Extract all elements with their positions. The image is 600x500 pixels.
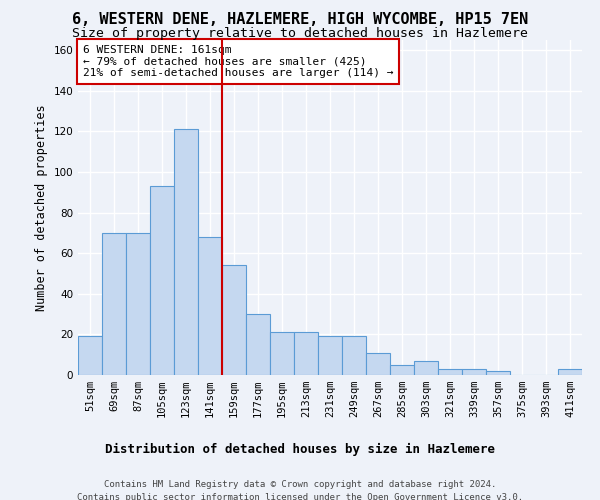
Bar: [174, 130, 198, 375]
Bar: [558, 369, 582, 375]
Bar: [342, 336, 366, 375]
Bar: [414, 361, 438, 375]
Text: Size of property relative to detached houses in Hazlemere: Size of property relative to detached ho…: [72, 28, 528, 40]
Text: Contains HM Land Registry data © Crown copyright and database right 2024.
Contai: Contains HM Land Registry data © Crown c…: [77, 480, 523, 500]
Bar: [486, 371, 510, 375]
Bar: [198, 237, 222, 375]
Bar: [366, 352, 390, 375]
Bar: [126, 233, 150, 375]
Text: Distribution of detached houses by size in Hazlemere: Distribution of detached houses by size …: [105, 442, 495, 456]
Text: 6, WESTERN DENE, HAZLEMERE, HIGH WYCOMBE, HP15 7EN: 6, WESTERN DENE, HAZLEMERE, HIGH WYCOMBE…: [72, 12, 528, 28]
Y-axis label: Number of detached properties: Number of detached properties: [35, 104, 48, 311]
Text: 6 WESTERN DENE: 161sqm
← 79% of detached houses are smaller (425)
21% of semi-de: 6 WESTERN DENE: 161sqm ← 79% of detached…: [83, 45, 394, 78]
Bar: [78, 336, 102, 375]
Bar: [102, 233, 126, 375]
Bar: [390, 365, 414, 375]
Bar: [318, 336, 342, 375]
Bar: [150, 186, 174, 375]
Bar: [462, 369, 486, 375]
Bar: [438, 369, 462, 375]
Bar: [246, 314, 270, 375]
Bar: [222, 266, 246, 375]
Bar: [294, 332, 318, 375]
Bar: [270, 332, 294, 375]
